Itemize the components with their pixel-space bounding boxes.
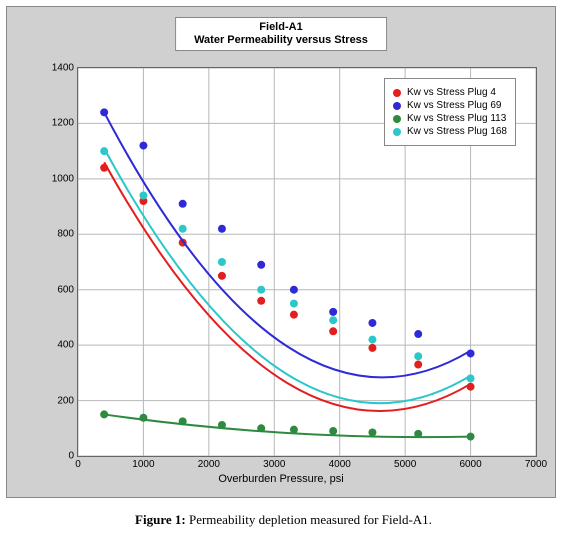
legend-label: Kw vs Stress Plug 113 [407,113,506,124]
y-tick: 1400 [52,63,78,74]
y-tick: 800 [57,229,78,240]
y-tick: 400 [57,340,78,351]
legend-marker-icon [393,89,401,97]
x-tick: 4000 [329,456,351,470]
x-tick: 3000 [263,456,285,470]
x-tick: 7000 [525,456,547,470]
plot-area: Kw vs Stress Plug 4 Kw vs Stress Plug 69 K… [77,67,537,457]
legend-marker-icon [393,115,401,123]
legend-label: Kw vs Stress Plug 168 [407,126,507,137]
figure-caption: Figure 1: Permeability depletion measure… [0,512,567,528]
x-tick: 5000 [394,456,416,470]
legend-item: Kw vs Stress Plug 4 [393,87,507,98]
x-tick: 6000 [459,456,481,470]
x-tick: 1000 [132,456,154,470]
legend-item: Kw vs Stress Plug 69 [393,100,507,111]
legend-item: Kw vs Stress Plug 168 [393,126,507,137]
caption-text: Permeability depletion measured for Fiel… [186,512,432,527]
legend-marker-icon [393,102,401,110]
legend-label: Kw vs Stress Plug 4 [407,87,496,98]
y-tick: 0 [68,451,78,462]
y-tick: 600 [57,284,78,295]
caption-label: Figure 1: [135,512,186,527]
y-tick: 1200 [52,118,78,129]
y-tick: 1000 [52,173,78,184]
legend-marker-icon [393,128,401,136]
title-line2: Water Permeability versus Stress [194,34,368,47]
y-tick: 200 [57,395,78,406]
legend-label: Kw vs Stress Plug 69 [407,100,501,111]
x-axis-label: Overburden Pressure, psi [218,473,343,485]
legend-item: Kw vs Stress Plug 113 [393,113,507,124]
x-tick: 2000 [198,456,220,470]
legend: Kw vs Stress Plug 4 Kw vs Stress Plug 69 K… [384,78,516,146]
title-line1: Field-A1 [194,21,368,34]
chart-frame: Field-A1 Water Permeability versus Stres… [6,6,556,498]
chart-title: Field-A1 Water Permeability versus Stres… [175,17,387,51]
